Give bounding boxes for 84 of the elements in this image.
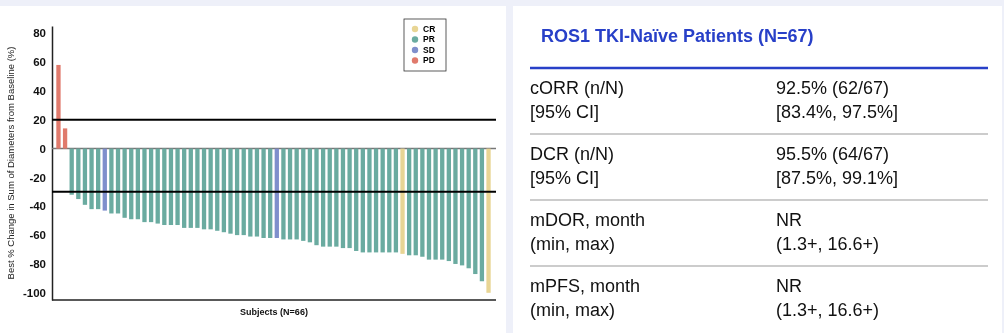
bar (393, 148, 399, 253)
bar (466, 148, 471, 269)
bar (162, 148, 167, 226)
bar (373, 148, 379, 253)
x-axis-title: Subjects (N=66) (240, 307, 308, 317)
bar (102, 148, 107, 211)
bar (314, 148, 319, 246)
text: 95.5% (64/67) [87.5%, 99.1%] (776, 144, 899, 188)
text: ROS1 TKI-Naïve Patients (N=67) (541, 26, 814, 46)
y-tick-label: -60 (29, 229, 46, 242)
bar (195, 148, 200, 228)
bar (420, 148, 425, 257)
text: mDOR, month (min, max) (530, 210, 646, 254)
bar (486, 148, 491, 293)
y-tick-label: 40 (33, 85, 46, 98)
bar (307, 148, 313, 243)
legend-label: SD (423, 44, 435, 55)
bar (387, 148, 392, 253)
bar (340, 148, 346, 249)
bar (188, 148, 193, 228)
bar (413, 148, 418, 256)
bar (400, 148, 405, 254)
bar (168, 148, 174, 226)
bar (406, 148, 412, 256)
bar (148, 148, 154, 223)
y-tick-label: -40 (29, 200, 46, 213)
text: mPFS, month (min, max) (530, 276, 641, 320)
bar (440, 148, 445, 260)
text: 92.5% (62/67) [83.4%, 97.5%] (776, 78, 899, 122)
bar (175, 148, 180, 226)
bar (142, 148, 147, 223)
bar (201, 148, 207, 230)
bar (228, 148, 233, 234)
bar (380, 148, 385, 253)
bar (453, 148, 458, 264)
bar (261, 148, 266, 238)
bar (268, 148, 273, 238)
bar (459, 148, 465, 266)
bar (56, 64, 61, 149)
y-tick-label: -80 (29, 258, 46, 271)
bar (294, 148, 299, 240)
bar (301, 148, 306, 241)
bar (367, 148, 372, 253)
y-tick-label: 60 (33, 56, 46, 69)
bar (241, 148, 246, 236)
y-tick-label: 0 (39, 142, 46, 155)
bar (62, 128, 68, 149)
y-tick-label: 80 (33, 27, 46, 40)
bar (320, 148, 326, 247)
bar (274, 148, 279, 238)
bar (234, 148, 240, 236)
bar (281, 148, 286, 240)
bar (109, 148, 114, 214)
bar (433, 148, 438, 260)
bar (254, 148, 260, 237)
text: NR (1.3+, 16.6+) (776, 210, 880, 254)
bar (327, 148, 332, 247)
bar (122, 148, 127, 218)
bar (182, 148, 187, 228)
text: NR (1.3+, 16.6+) (776, 276, 880, 320)
legend-label: PR (423, 34, 435, 45)
text: DCR (n/N) [95% CI] (530, 144, 614, 188)
text: cORR (n/N) [95% CI] (530, 78, 624, 122)
bar (354, 148, 359, 251)
bar (155, 148, 160, 224)
bar (215, 148, 220, 231)
legend-label: PD (423, 55, 435, 66)
bar (221, 148, 227, 233)
bar (208, 148, 213, 230)
legend-label: CR (423, 23, 436, 34)
y-tick-label: 20 (33, 113, 46, 126)
bar (347, 148, 352, 249)
bar (89, 148, 94, 210)
bar (360, 148, 365, 253)
y-tick-label: -100 (22, 286, 46, 299)
bar (287, 148, 293, 240)
y-axis-title: Best % Change in Sum of Diameters from Baseline (%) (5, 46, 16, 280)
bar (248, 148, 253, 237)
bar (426, 148, 432, 260)
bar (334, 148, 339, 247)
bar (479, 148, 485, 282)
bar (446, 148, 451, 262)
bar (473, 148, 478, 275)
y-tick-label: -20 (29, 171, 46, 184)
